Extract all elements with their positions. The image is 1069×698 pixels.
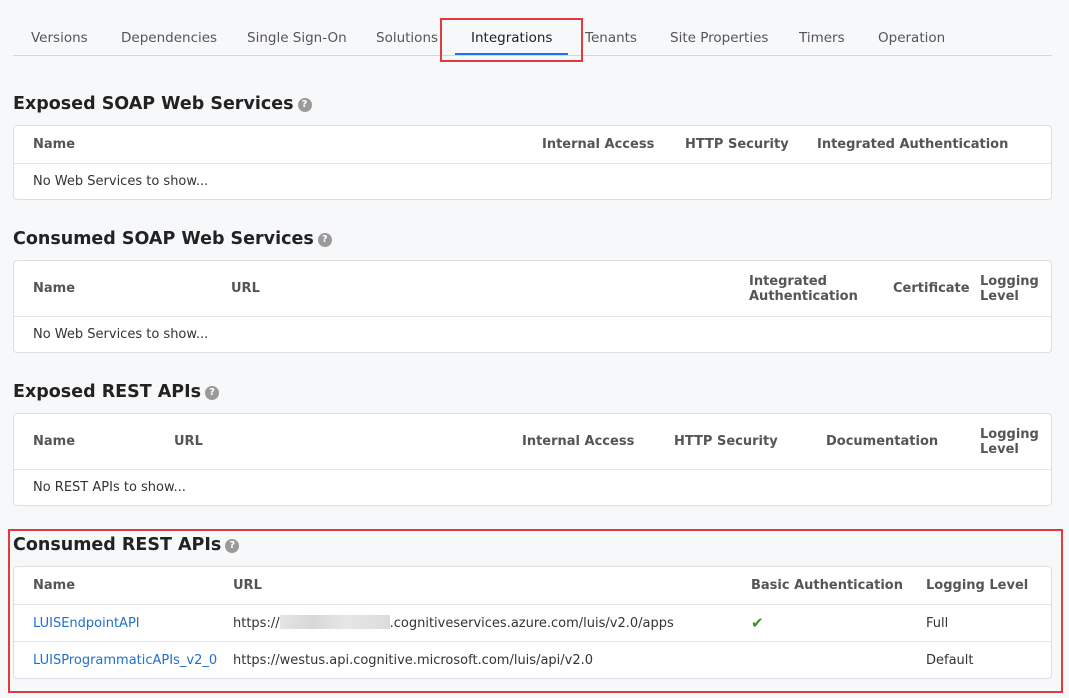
section-title-consumed-rest: Consumed REST APIs? (13, 535, 240, 555)
title-text: Exposed REST APIs (13, 382, 202, 402)
title-text: Consumed SOAP Web Services (13, 229, 314, 249)
exposed-rest-table: Name URL Internal Access HTTP Security D… (13, 413, 1052, 506)
col-name[interactable]: Name (33, 137, 76, 152)
col-name[interactable]: Name (33, 281, 76, 296)
table-header: Name URL Integrated Authentication Certi… (14, 261, 1051, 316)
col-name[interactable]: Name (33, 434, 76, 449)
empty-row: No Web Services to show... (14, 316, 1051, 352)
url-suffix: .cognitiveservices.azure.com/luis/v2.0/a… (389, 615, 674, 631)
api-url: https://westus.api.cognitive.microsoft.c… (233, 652, 594, 668)
help-icon[interactable]: ? (225, 539, 240, 553)
col-name[interactable]: Name (33, 578, 76, 593)
empty-message: No Web Services to show... (33, 174, 209, 189)
section-title-exposed-rest: Exposed REST APIs? (13, 382, 220, 402)
empty-row: No REST APIs to show... (14, 469, 1051, 505)
tab-bar: Versions Dependencies Single Sign-On Sol… (13, 18, 1052, 56)
tab-operation[interactable]: Operation (878, 30, 946, 46)
col-logging-level[interactable]: Logging Level (980, 273, 1039, 304)
help-icon[interactable]: ? (297, 98, 312, 112)
tab-integrations[interactable]: Integrations (454, 30, 569, 55)
col-http-security[interactable]: HTTP Security (685, 137, 789, 152)
tab-versions[interactable]: Versions (31, 30, 88, 46)
table-header: Name Internal Access HTTP Security Integ… (14, 126, 1051, 163)
col-documentation[interactable]: Documentation (826, 434, 939, 449)
section-title-exposed-soap: Exposed SOAP Web Services? (13, 94, 312, 114)
exposed-soap-table: Name Internal Access HTTP Security Integ… (13, 125, 1052, 200)
table-row: LUISProgrammaticAPIs_v2_0 https://westus… (14, 641, 1051, 678)
col-internal-access[interactable]: Internal Access (542, 137, 655, 152)
empty-row: No Web Services to show... (14, 163, 1051, 199)
col-integrated-authentication[interactable]: Integrated Authentication (817, 137, 1009, 152)
title-text: Consumed REST APIs (13, 535, 222, 555)
api-name-link[interactable]: LUISProgrammaticAPIs_v2_0 (33, 652, 218, 668)
highlight-box-consumed-rest (8, 529, 1063, 693)
tab-solutions[interactable]: Solutions (376, 30, 439, 46)
help-icon[interactable]: ? (205, 386, 220, 400)
api-url: https:// .cognitiveservices.azure.com/lui… (233, 614, 751, 632)
col-basic-authentication[interactable]: Basic Authentication (751, 578, 903, 593)
checkmark-icon: ✔ (751, 613, 764, 632)
section-title-consumed-soap: Consumed SOAP Web Services? (13, 229, 332, 249)
tab-single-sign-on[interactable]: Single Sign-On (247, 30, 347, 46)
consumed-rest-table: Name URL Basic Authentication Logging Le… (13, 566, 1052, 679)
tab-site-properties[interactable]: Site Properties (670, 30, 769, 46)
col-url[interactable]: URL (174, 434, 203, 449)
consumed-soap-table: Name URL Integrated Authentication Certi… (13, 260, 1052, 353)
highlight-box-tab (440, 18, 583, 62)
tab-tenants[interactable]: Tenants (585, 30, 637, 46)
url-prefix: https:// (233, 615, 280, 631)
col-logging-level[interactable]: Logging Level (926, 578, 1029, 593)
col-url[interactable]: URL (231, 281, 260, 296)
col-http-security[interactable]: HTTP Security (674, 434, 778, 449)
table-header: Name URL Internal Access HTTP Security D… (14, 414, 1051, 469)
title-text: Exposed SOAP Web Services (13, 94, 294, 114)
table-row: LUISEndpointAPI https:// .cognitiveservic… (14, 604, 1051, 641)
empty-message: No Web Services to show... (33, 327, 209, 342)
tab-timers[interactable]: Timers (799, 30, 845, 46)
table-header: Name URL Basic Authentication Logging Le… (14, 567, 1051, 604)
col-url[interactable]: URL (233, 578, 262, 593)
empty-message: No REST APIs to show... (33, 480, 186, 495)
col-integrated-authentication[interactable]: Integrated Authentication (749, 273, 858, 304)
col-certificate[interactable]: Certificate (893, 281, 970, 296)
help-icon[interactable]: ? (317, 233, 332, 247)
tab-dependencies[interactable]: Dependencies (121, 30, 218, 46)
api-name-link[interactable]: LUISEndpointAPI (33, 615, 140, 631)
logging-level: Default (926, 652, 974, 668)
col-logging-level[interactable]: Logging Level (980, 426, 1039, 457)
redacted-host (279, 614, 390, 629)
logging-level: Full (926, 615, 949, 631)
col-internal-access[interactable]: Internal Access (522, 434, 635, 449)
